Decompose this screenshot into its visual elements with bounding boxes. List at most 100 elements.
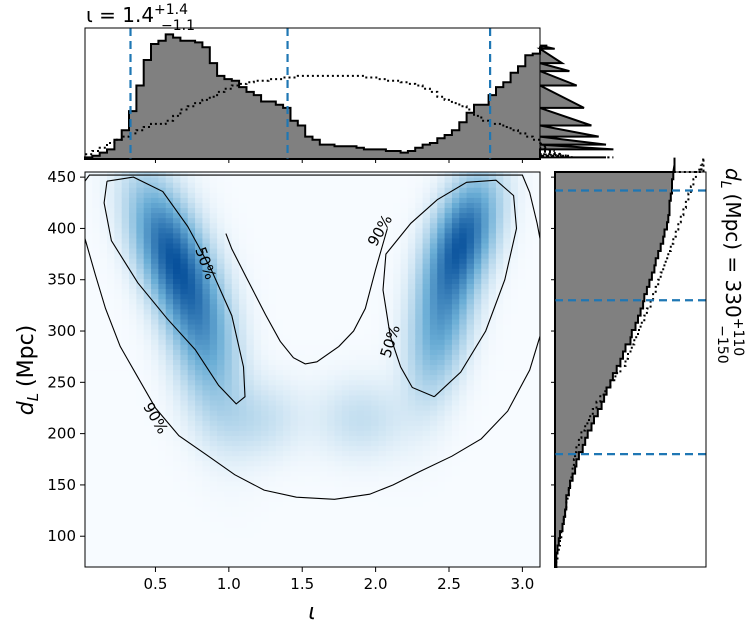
density-cell: [481, 521, 490, 528]
density-cell: [517, 430, 526, 436]
density-cell: [517, 303, 526, 310]
density-cell: [158, 511, 167, 517]
density-cell: [444, 258, 453, 264]
density-cell: [517, 491, 526, 497]
density-cell: [173, 177, 182, 183]
density-cell: [136, 374, 145, 381]
density-cell: [268, 318, 277, 325]
density-cell: [385, 268, 394, 274]
density-cell: [173, 410, 182, 416]
density-cell: [327, 187, 336, 193]
density-cell: [261, 328, 270, 335]
density-cell: [305, 541, 314, 548]
density-cell: [231, 217, 240, 224]
density-cell: [371, 283, 380, 290]
density-cell: [349, 232, 358, 239]
density-cell: [165, 546, 174, 553]
density-cell: [341, 506, 350, 512]
density-cell: [363, 323, 372, 330]
density-cell: [466, 349, 475, 355]
density-cell: [290, 222, 299, 229]
density-cell: [444, 207, 453, 214]
density-cell: [121, 187, 130, 193]
density-cell: [297, 177, 306, 183]
density-cell: [217, 480, 226, 487]
density-cell: [209, 187, 218, 193]
density-cell: [378, 470, 387, 477]
density-cell: [393, 384, 402, 391]
density-cell: [473, 313, 482, 320]
density-cell: [136, 278, 145, 285]
density-cell: [224, 202, 233, 209]
density-cell: [510, 369, 519, 376]
density-cell: [385, 561, 394, 567]
density-cell: [473, 177, 482, 183]
density-cell: [444, 187, 453, 193]
density-cell: [510, 511, 519, 517]
density-cell: [363, 546, 372, 553]
density-cell: [143, 253, 152, 259]
density-cell: [429, 182, 438, 188]
density-cell: [253, 561, 262, 567]
density-cell: [107, 349, 115, 355]
density-cell: [92, 536, 101, 543]
density-cell: [363, 258, 372, 264]
density-cell: [349, 399, 358, 406]
density-cell: [437, 485, 446, 492]
density-cell: [510, 212, 519, 219]
density-cell: [253, 475, 262, 482]
density-cell: [151, 328, 159, 335]
density-cell: [283, 425, 292, 431]
density-cell: [341, 263, 350, 269]
density-cell: [165, 516, 174, 523]
density-cell: [385, 308, 394, 315]
density-cell: [165, 410, 174, 416]
density-cell: [400, 339, 409, 345]
density-cell: [231, 258, 240, 264]
density-cell: [525, 187, 534, 193]
density-cell: [143, 303, 152, 310]
density-cell: [532, 182, 540, 188]
density-cell: [268, 268, 277, 274]
density-cell: [312, 450, 321, 457]
density-cell: [473, 399, 482, 406]
density-cell: [187, 187, 196, 193]
density-cell: [312, 247, 321, 254]
density-cell: [114, 344, 123, 350]
density-cell: [114, 182, 123, 188]
density-cell: [180, 506, 189, 512]
density-cell: [393, 526, 402, 533]
density-cell: [488, 293, 497, 300]
density-cell: [385, 475, 394, 482]
density-cell: [217, 506, 226, 512]
density-cell: [99, 222, 108, 229]
density-cell: [510, 450, 519, 457]
density-cell: [466, 334, 475, 340]
density-cell: [136, 541, 145, 548]
density-cell: [510, 491, 519, 497]
density-cell: [136, 273, 145, 279]
density-cell: [268, 506, 277, 512]
density-cell: [202, 374, 211, 381]
density-cell: [319, 187, 328, 193]
density-cell: [473, 364, 482, 371]
density-cell: [158, 379, 167, 386]
density-cell: [429, 420, 438, 426]
density-cell: [246, 455, 255, 462]
density-cell: [415, 339, 424, 345]
density-cell: [180, 278, 189, 285]
density-cell: [312, 369, 321, 376]
density-cell: [407, 217, 416, 224]
density-cell: [305, 546, 314, 553]
density-cell: [341, 364, 350, 371]
density-cell: [525, 470, 534, 477]
density-cell: [503, 227, 512, 234]
density-cell: [451, 288, 460, 295]
density-cell: [437, 420, 446, 426]
density-cell: [239, 425, 248, 431]
density-cell: [466, 516, 475, 523]
density-cell: [481, 288, 490, 295]
density-cell: [224, 334, 233, 340]
density-cell: [261, 187, 270, 193]
density-cell: [378, 293, 387, 300]
